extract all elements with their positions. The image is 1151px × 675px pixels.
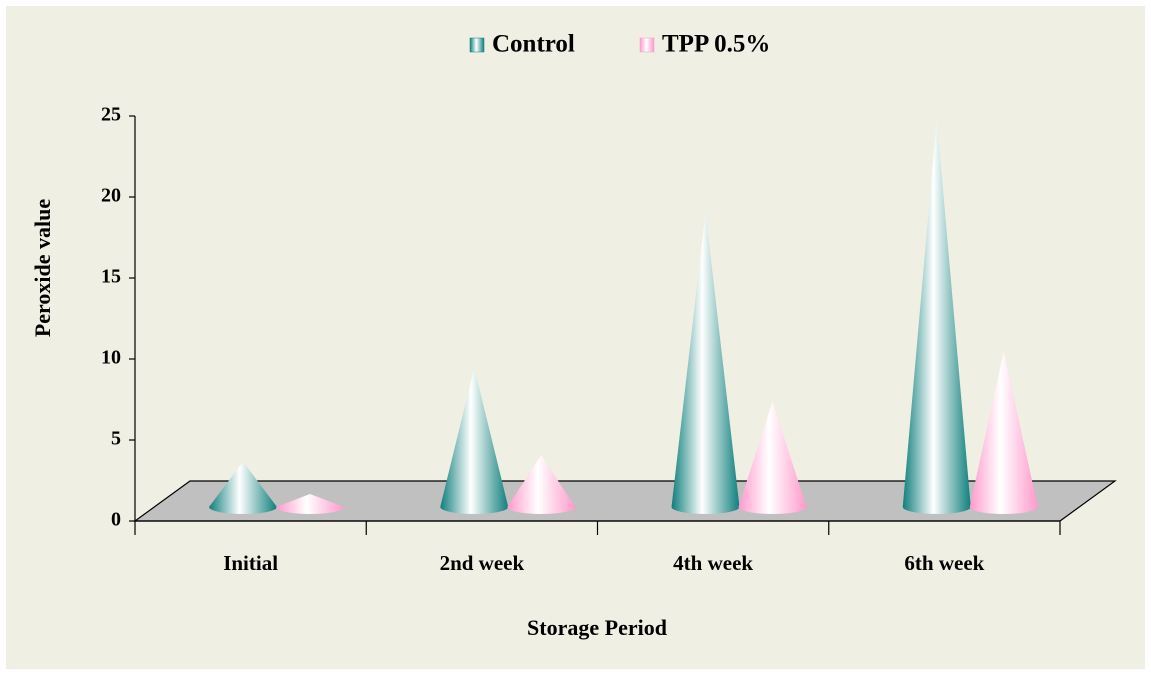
- legend-swatch: [639, 37, 655, 53]
- legend-label: TPP 0.5%: [662, 31, 770, 58]
- x-tick-label: 6th week: [904, 551, 984, 575]
- y-axis-title: Peroxide value: [30, 199, 55, 338]
- cone: [440, 367, 509, 514]
- y-tick-label: 10: [101, 347, 121, 369]
- x-axis-title: Storage Period: [527, 615, 667, 640]
- x-tick-label: Initial: [223, 551, 278, 575]
- cone: [969, 351, 1038, 514]
- cone: [507, 455, 576, 514]
- cone: [738, 401, 807, 514]
- x-tick-label: 4th week: [673, 551, 753, 575]
- y-tick-label: 15: [101, 266, 121, 288]
- y-tick-label: 5: [111, 428, 121, 450]
- legend-swatch: [469, 37, 485, 53]
- cone: [671, 212, 740, 514]
- y-tick-label: 20: [101, 185, 121, 207]
- y-tick-label: 0: [111, 509, 121, 531]
- x-tick-label: 2nd week: [440, 551, 525, 575]
- cone: [902, 118, 971, 514]
- cone: [276, 494, 344, 514]
- y-tick-label: 25: [101, 104, 121, 126]
- legend-label: Control: [492, 31, 575, 58]
- cone: [209, 461, 277, 514]
